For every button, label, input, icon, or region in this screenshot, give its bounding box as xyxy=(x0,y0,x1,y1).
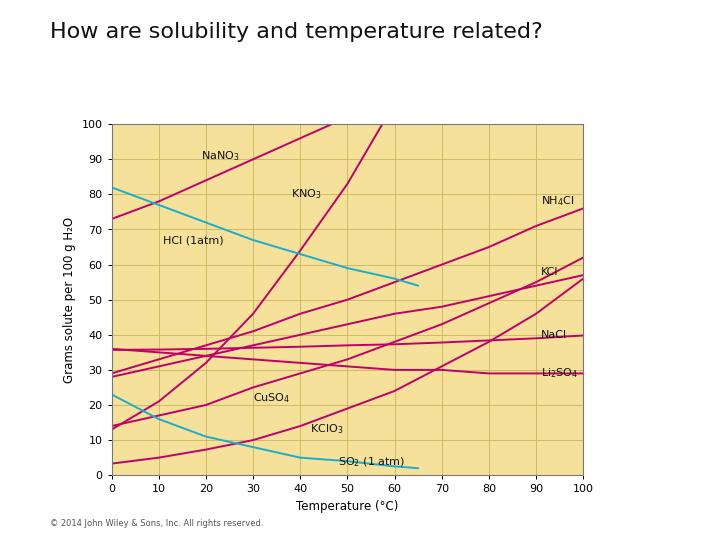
Text: Li$_2$SO$_4$: Li$_2$SO$_4$ xyxy=(541,367,578,380)
Text: NH$_4$Cl: NH$_4$Cl xyxy=(541,194,575,208)
Text: KClO$_3$: KClO$_3$ xyxy=(310,423,343,436)
Y-axis label: Grams solute per 100 g H₂O: Grams solute per 100 g H₂O xyxy=(63,217,76,383)
X-axis label: Temperature (°C): Temperature (°C) xyxy=(296,500,399,513)
Text: HCl (1atm): HCl (1atm) xyxy=(163,235,224,245)
Text: SO$_2$ (1 atm): SO$_2$ (1 atm) xyxy=(338,455,405,469)
Text: CuSO$_4$: CuSO$_4$ xyxy=(253,391,290,405)
Text: KCl: KCl xyxy=(541,267,558,276)
Text: NaCl: NaCl xyxy=(541,330,567,340)
Text: KNO$_3$: KNO$_3$ xyxy=(291,187,322,201)
Text: NaNO$_3$: NaNO$_3$ xyxy=(201,149,240,163)
Text: © 2014 John Wiley & Sons, Inc. All rights reserved.: © 2014 John Wiley & Sons, Inc. All right… xyxy=(50,519,264,528)
Text: How are solubility and temperature related?: How are solubility and temperature relat… xyxy=(50,22,543,42)
